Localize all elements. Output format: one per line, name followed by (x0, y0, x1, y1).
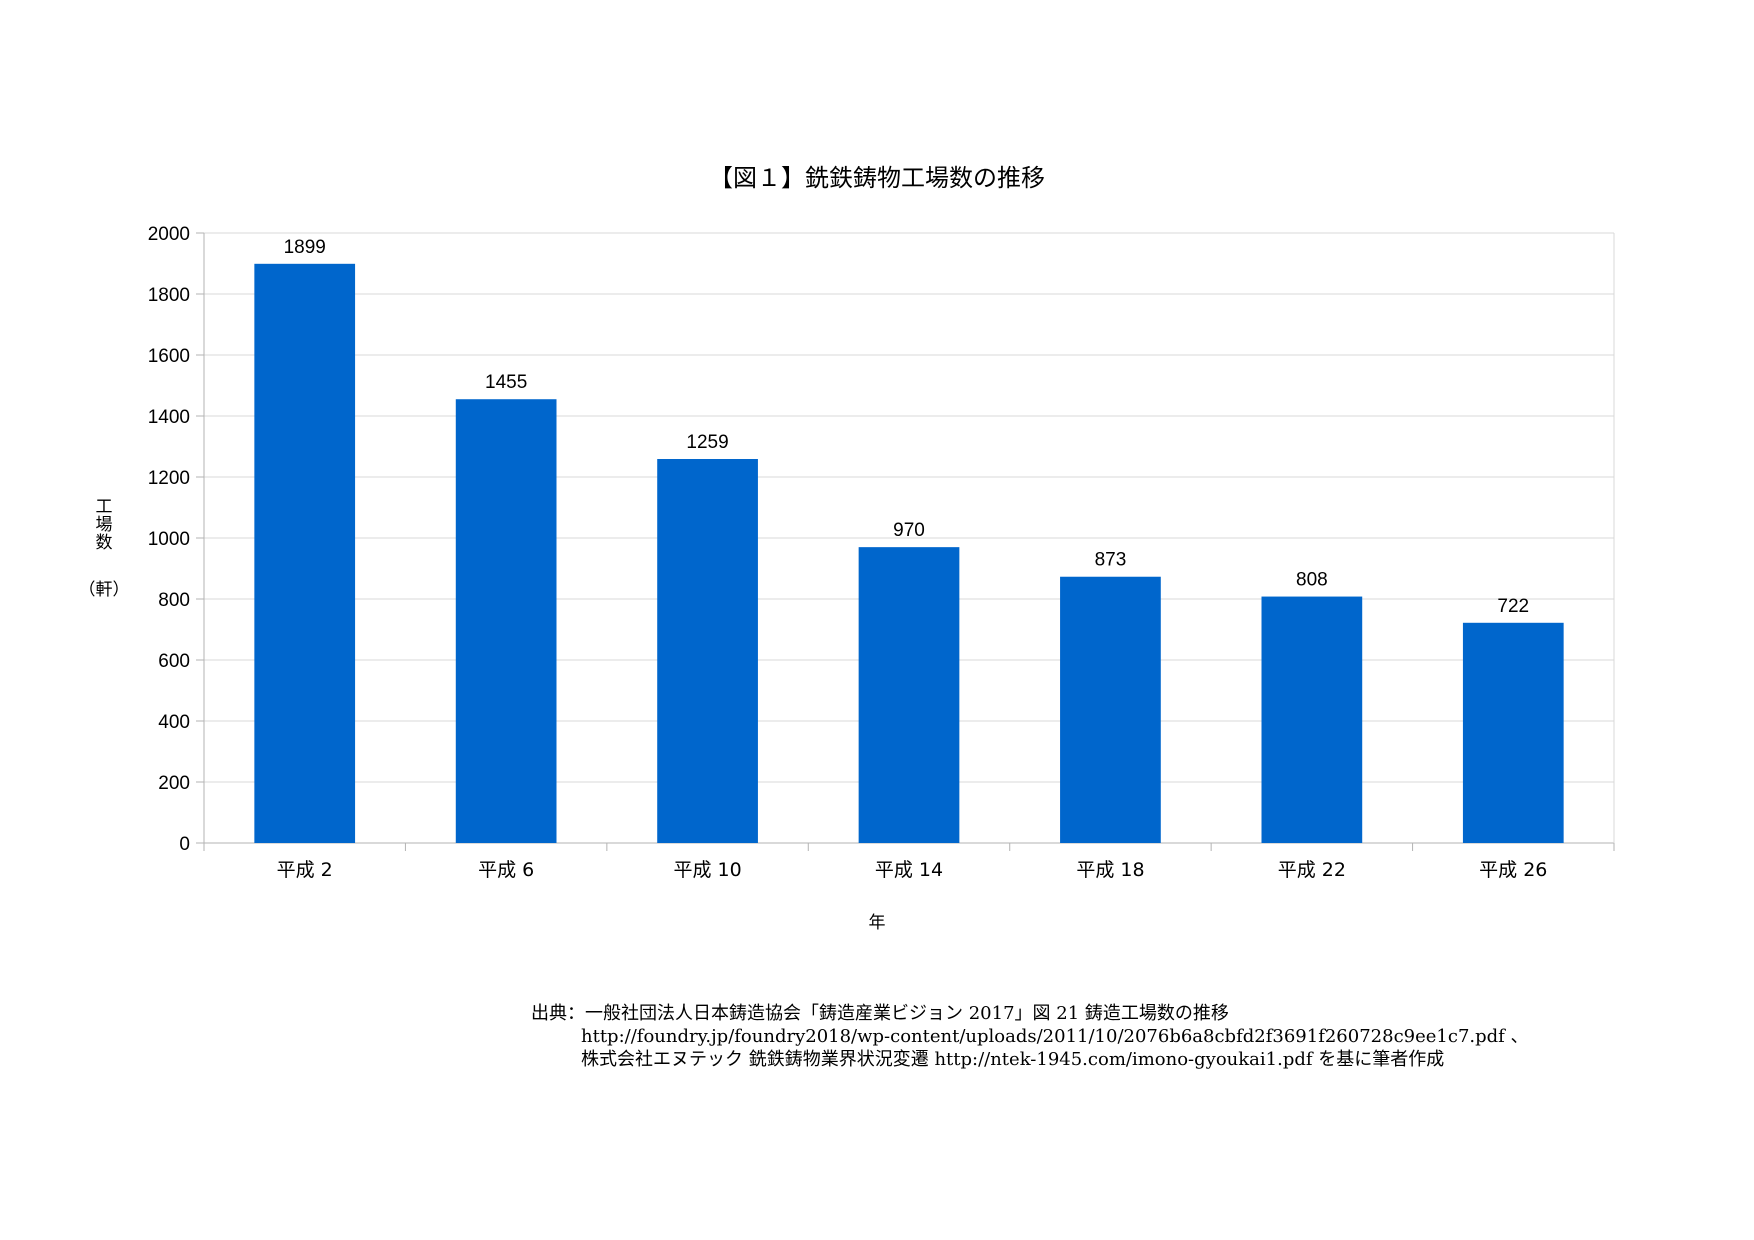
data-label: 1259 (686, 432, 728, 453)
data-label: 1899 (284, 237, 326, 258)
chart-title: 【図１】銑鉄鋳物工場数の推移 (709, 164, 1045, 192)
y-tick-label: 1400 (148, 407, 190, 428)
bar (254, 263, 356, 843)
source-line-2: http://foundry.jp/foundry2018/wp-content… (581, 1026, 1529, 1047)
data-label: 970 (893, 520, 925, 541)
x-tick-label: 平成 6 (478, 859, 534, 881)
y-tick-label: 1000 (148, 529, 190, 550)
x-tick-labels: 平成 2 平成 6 平成 10 平成 14 平成 18 平成 22 平成 26 (277, 859, 1548, 881)
data-label: 808 (1296, 570, 1328, 591)
axes (203, 233, 1615, 851)
source-line-3: 株式会社エヌテック 銑鉄鋳物業界状況変遷 http://ntek-1945.co… (581, 1049, 1445, 1070)
bars (254, 263, 1564, 843)
data-label: 722 (1497, 596, 1529, 617)
x-axis-title: 年 (869, 913, 886, 933)
bar (1060, 576, 1161, 843)
y-axis-title-part: 数 (96, 533, 113, 553)
y-tick-label: 1200 (148, 468, 190, 489)
data-label: 1455 (485, 372, 527, 393)
bar (455, 399, 557, 843)
y-tick-label: 600 (158, 651, 190, 672)
data-labels: 1899 1455 1259 970 873 808 722 (284, 237, 1530, 617)
bar (1261, 596, 1363, 843)
y-tick-label: 1800 (148, 285, 190, 306)
source-line-1: 出典：一般社団法人日本鋳造協会「鋳造産業ビジョン 2017」図 21 鋳造工場数… (531, 1003, 1229, 1024)
y-tick-labels: 0 200 400 600 800 1000 1200 1400 1600 1800 2000 (148, 224, 190, 855)
y-tick-label: 2000 (148, 224, 190, 245)
x-tick-label: 平成 18 (1076, 859, 1144, 881)
x-tick-label: 平成 2 (277, 859, 333, 881)
y-axis-title: 工場数 （軒） (79, 497, 130, 600)
y-axis-title-part: 工 (96, 497, 113, 517)
x-tick-label: 平成 10 (673, 859, 741, 881)
y-axis-title-part: （軒） (79, 580, 130, 600)
bar (1462, 622, 1564, 843)
x-tick-label: 平成 22 (1278, 859, 1346, 881)
bar (858, 547, 960, 843)
y-axis-title-part: 場 (96, 515, 113, 535)
source-note: 出典：一般社団法人日本鋳造協会「鋳造産業ビジョン 2017」図 21 鋳造工場数… (531, 1002, 1529, 1071)
y-tick-label: 200 (158, 773, 190, 794)
y-tick-label: 0 (179, 834, 190, 855)
bar (657, 459, 758, 843)
y-tick-label: 800 (158, 590, 190, 611)
data-label: 873 (1095, 550, 1127, 571)
y-tick-label: 1600 (148, 346, 190, 367)
y-tick-label: 400 (158, 712, 190, 733)
x-tick-label: 平成 14 (875, 859, 943, 881)
x-tick-label: 平成 26 (1479, 859, 1547, 881)
